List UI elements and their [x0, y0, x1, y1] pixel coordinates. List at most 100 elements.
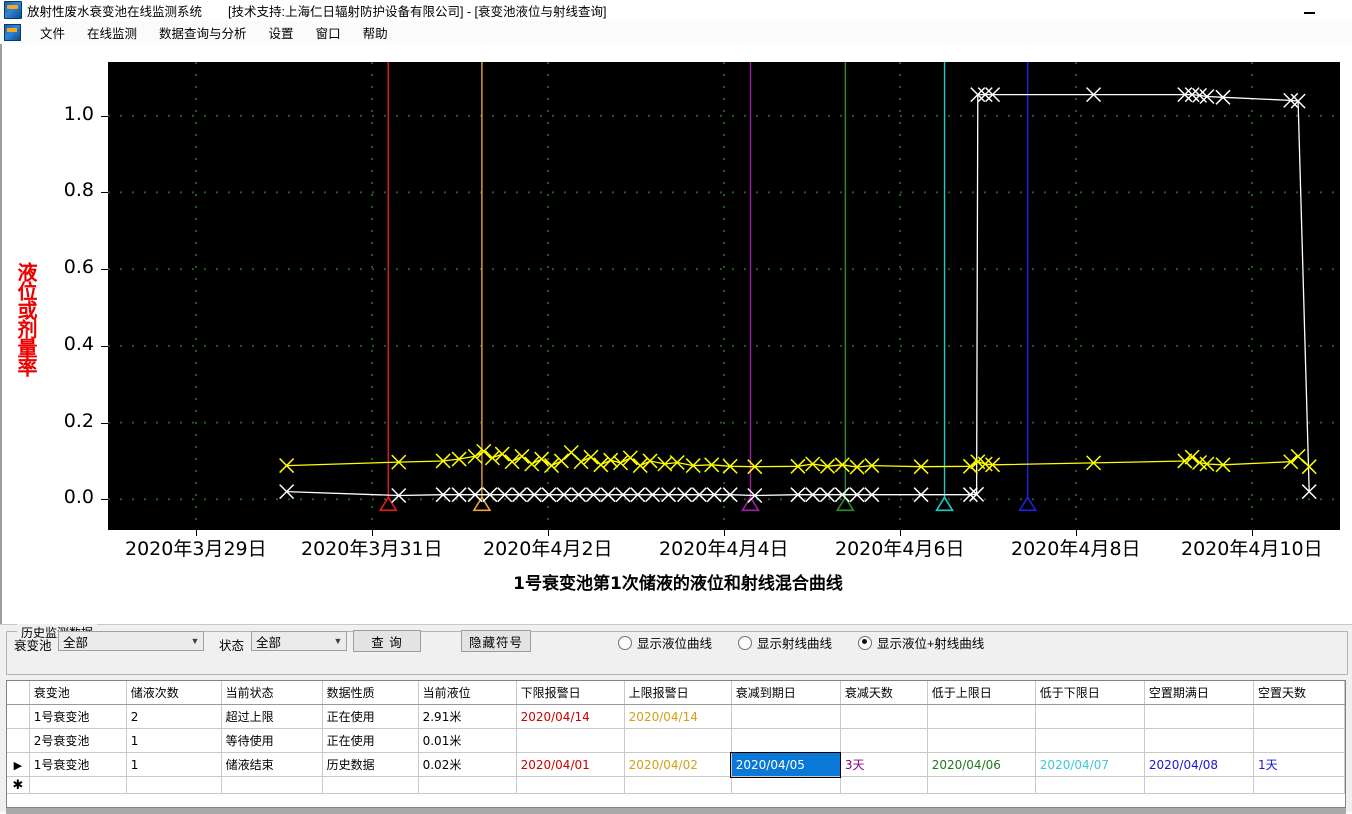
- row-header-corner[interactable]: [7, 681, 30, 705]
- table-cell[interactable]: 2020/04/14: [624, 704, 732, 729]
- table-column-header[interactable]: 当前液位: [418, 681, 517, 705]
- table-cell[interactable]: [840, 728, 928, 753]
- table-cell[interactable]: [927, 776, 1036, 794]
- table-cell[interactable]: 正在使用: [322, 704, 419, 729]
- menu-bar: 文件 在线监测 数据查询与分析 设置 窗口 帮助: [0, 21, 1352, 45]
- table-cell[interactable]: [1144, 728, 1254, 753]
- table-cell[interactable]: 1天: [1253, 752, 1345, 777]
- table-cell[interactable]: [731, 728, 841, 753]
- menu-item-help[interactable]: 帮助: [362, 27, 388, 41]
- radio-show-ray-curve[interactable]: 显示射线曲线: [738, 633, 832, 652]
- table-cell[interactable]: [1253, 728, 1345, 753]
- menu-item-settings[interactable]: 设置: [268, 27, 294, 41]
- table-row[interactable]: 1号衰变池 2 超过上限 正在使用 2.91米 2020/04/14 2020/04/14: [7, 704, 1345, 729]
- table-row[interactable]: ▶ 1号衰变池 1 储液结束 历史数据 0.02米 2020/04/01 2020/04/02…: [7, 751, 1345, 778]
- chevron-down-icon: ▼: [333, 636, 343, 646]
- table-row[interactable]: 2号衰变池 1 等待使用 正在使用 0.01米: [7, 728, 1345, 753]
- table-column-header[interactable]: 空置期满日: [1144, 681, 1254, 705]
- table-column-header[interactable]: 低于下限日: [1035, 681, 1145, 705]
- table-cell[interactable]: [322, 776, 419, 794]
- table-cell[interactable]: [731, 776, 841, 794]
- table-cell[interactable]: 正在使用: [322, 728, 419, 753]
- table-cell[interactable]: [516, 728, 625, 753]
- pool-filter-select[interactable]: 全部 ▼: [58, 631, 204, 651]
- minimize-button[interactable]: [1294, 0, 1324, 20]
- table-column-header[interactable]: 下限报警日: [516, 681, 625, 705]
- table-cell[interactable]: [29, 776, 127, 794]
- system-menu-icon[interactable]: [4, 24, 21, 41]
- radio-dot: [858, 635, 872, 650]
- table-column-header[interactable]: 空置天数: [1253, 681, 1345, 705]
- table-cell[interactable]: 0.01米: [418, 728, 517, 753]
- table-cell[interactable]: [1035, 728, 1145, 753]
- table-cell[interactable]: 历史数据: [322, 752, 419, 777]
- y-tick-mark: [101, 115, 108, 117]
- table-cell[interactable]: [840, 776, 928, 794]
- table-cell[interactable]: [1144, 704, 1254, 729]
- menu-item-data-query[interactable]: 数据查询与分析: [159, 27, 247, 41]
- row-selector-cell[interactable]: [7, 704, 30, 729]
- table-cell[interactable]: 超过上限: [221, 704, 323, 729]
- table-cell[interactable]: 2020/04/05: [730, 751, 842, 778]
- state-filter-select[interactable]: 全部 ▼: [251, 631, 347, 651]
- table-cell[interactable]: [418, 776, 517, 794]
- table-cell[interactable]: 1号衰变池: [29, 704, 127, 729]
- radio-show-level-and-ray-curve[interactable]: 显示液位+射线曲线: [858, 633, 984, 652]
- table-cell[interactable]: [927, 728, 1036, 753]
- table-cell[interactable]: 0.02米: [418, 752, 517, 777]
- table-cell[interactable]: 2020/04/14: [516, 704, 625, 729]
- table-cell[interactable]: [221, 776, 323, 794]
- plot-svg: [108, 62, 1340, 530]
- history-data-grid[interactable]: 衰变池 储液次数 当前状态 数据性质 当前液位 下限报警日 上限报警日 衰减到期日 衰减天数 低于…: [6, 680, 1346, 808]
- radio-show-level-curve[interactable]: 显示液位曲线: [618, 633, 712, 652]
- menu-item-file[interactable]: 文件: [40, 27, 66, 41]
- table-cell[interactable]: [624, 728, 732, 753]
- table-column-header[interactable]: 数据性质: [322, 681, 419, 705]
- table-cell[interactable]: [624, 776, 732, 794]
- table-cell[interactable]: [1035, 776, 1145, 794]
- table-cell[interactable]: [1253, 704, 1345, 729]
- radio-label: 显示液位+射线曲线: [877, 637, 985, 651]
- table-cell[interactable]: 2020/04/01: [516, 752, 625, 777]
- table-cell[interactable]: 3天: [840, 752, 928, 777]
- table-row[interactable]: ✱: [7, 776, 1345, 794]
- table-cell[interactable]: [731, 704, 841, 729]
- plot-area[interactable]: [108, 62, 1340, 530]
- table-cell[interactable]: 2号衰变池: [29, 728, 127, 753]
- row-selector-cell[interactable]: [7, 728, 30, 753]
- table-column-header[interactable]: 衰变池: [29, 681, 127, 705]
- table-cell[interactable]: 储液结束: [221, 752, 323, 777]
- table-column-header[interactable]: 上限报警日: [624, 681, 732, 705]
- table-cell[interactable]: 2020/04/07: [1035, 752, 1145, 777]
- table-column-header[interactable]: 衰减到期日: [731, 681, 841, 705]
- query-button[interactable]: 查 询: [353, 630, 421, 652]
- table-cell[interactable]: 1: [126, 752, 222, 777]
- table-cell[interactable]: [126, 776, 222, 794]
- row-selector-cell[interactable]: ▶: [7, 752, 30, 777]
- table-column-header[interactable]: 低于上限日: [927, 681, 1036, 705]
- table-cell[interactable]: [927, 704, 1036, 729]
- menu-item-online-monitor[interactable]: 在线监测: [87, 27, 138, 41]
- table-cell[interactable]: [1144, 776, 1254, 794]
- table-cell[interactable]: 等待使用: [221, 728, 323, 753]
- table-cell[interactable]: 1号衰变池: [29, 752, 127, 777]
- row-selector-cell[interactable]: ✱: [7, 776, 30, 794]
- x-tick-mark: [724, 530, 725, 536]
- table-cell[interactable]: 2: [126, 704, 222, 729]
- hide-symbol-button[interactable]: 隐藏符号: [461, 630, 531, 652]
- table-column-header[interactable]: 当前状态: [221, 681, 323, 705]
- y-tick-label: 1.0: [63, 102, 94, 125]
- table-cell[interactable]: [1035, 704, 1145, 729]
- table-column-header[interactable]: 储液次数: [126, 681, 222, 705]
- x-tick-mark: [548, 530, 549, 536]
- table-cell[interactable]: 1: [126, 728, 222, 753]
- table-column-header[interactable]: 衰减天数: [840, 681, 928, 705]
- table-cell[interactable]: 2020/04/08: [1144, 752, 1254, 777]
- table-cell[interactable]: [1253, 776, 1345, 794]
- table-cell[interactable]: 2020/04/02: [624, 752, 732, 777]
- menu-item-window[interactable]: 窗口: [315, 27, 341, 41]
- table-cell[interactable]: 2.91米: [418, 704, 517, 729]
- table-cell[interactable]: [840, 704, 928, 729]
- table-cell[interactable]: 2020/04/06: [927, 752, 1036, 777]
- table-cell[interactable]: [516, 776, 625, 794]
